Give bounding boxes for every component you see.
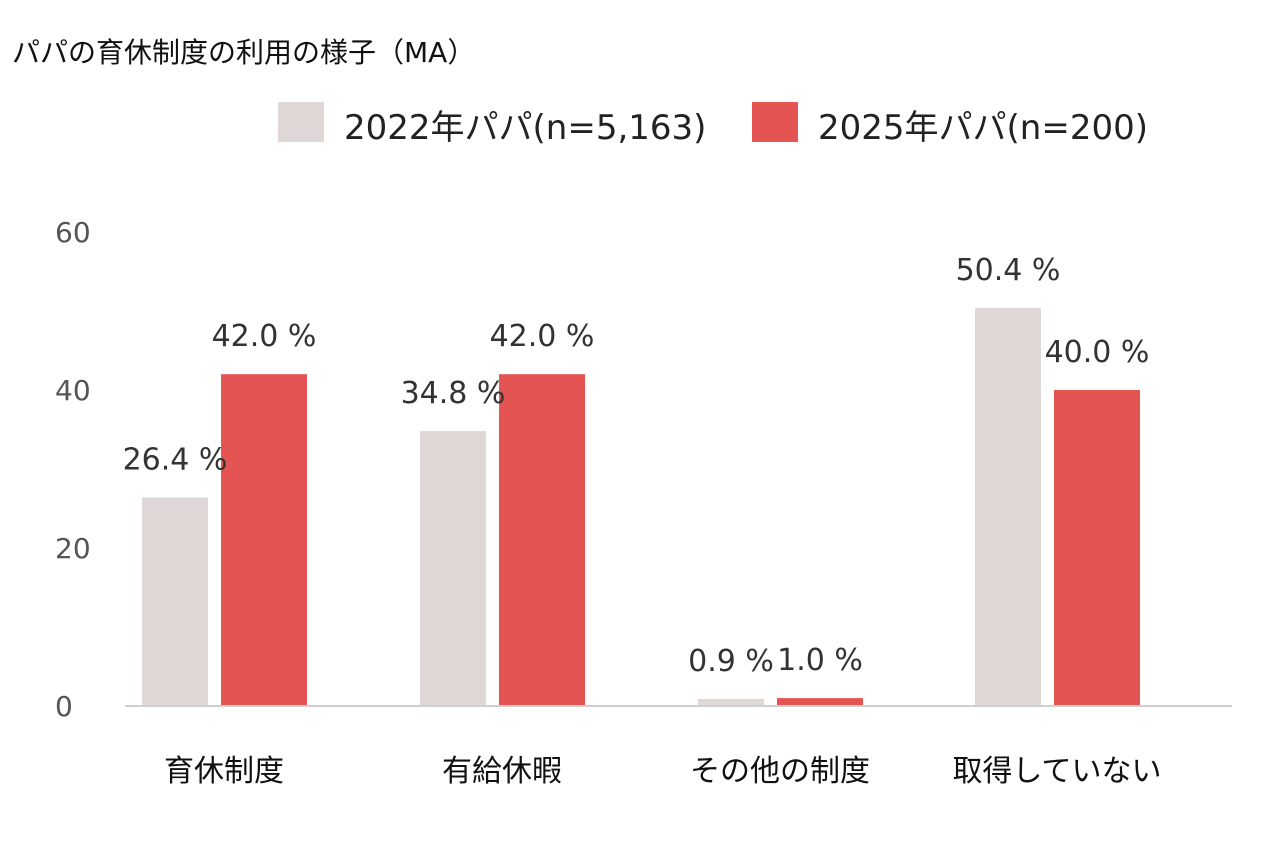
legend-swatch-2025 xyxy=(752,102,798,142)
data-label: 0.9 % xyxy=(688,644,774,679)
data-labels: 26.4 % 42.0 % 34.8 % 42.0 % 0.9 % 1.0 % 50.4 %… xyxy=(123,253,1150,679)
bar-2022-2 xyxy=(698,698,764,706)
y-tick-label: 60 xyxy=(55,216,91,249)
bar-2022-0 xyxy=(142,497,208,706)
legend-label-2025: 2025年パパ(n=200) xyxy=(818,108,1148,148)
x-axis: 育休制度 有給休暇 その他の制度 取得していない xyxy=(125,705,1232,789)
bar-2025-3 xyxy=(1054,390,1140,706)
legend-label-2022: 2022年パパ(n=5,163) xyxy=(344,108,706,148)
data-label: 26.4 % xyxy=(123,442,228,477)
bar-2025-0 xyxy=(221,374,307,706)
legend-swatch-2022 xyxy=(278,102,324,142)
category-label: 育休制度 xyxy=(164,754,284,789)
data-label: 50.4 % xyxy=(956,253,1061,288)
data-label: 1.0 % xyxy=(777,643,863,678)
category-label: 取得していない xyxy=(952,754,1161,789)
data-label: 40.0 % xyxy=(1045,335,1150,370)
y-axis: 0 20 40 60 xyxy=(55,216,91,723)
y-tick-label: 0 xyxy=(55,690,73,723)
legend: 2022年パパ(n=5,163) 2025年パパ(n=200) xyxy=(278,102,1148,148)
bar-2022-3 xyxy=(975,307,1041,706)
data-label: 42.0 % xyxy=(490,319,595,354)
category-label: 有給休暇 xyxy=(442,754,562,789)
chart-title: パパの育休制度の利用の様子（MA） xyxy=(12,36,475,69)
bar-2025-2 xyxy=(777,698,863,706)
bar-2022-1 xyxy=(420,431,486,706)
data-label: 42.0 % xyxy=(212,319,317,354)
data-label: 34.8 % xyxy=(401,376,506,411)
bar-2025-1 xyxy=(499,374,585,706)
category-label: その他の制度 xyxy=(690,754,870,789)
y-tick-label: 40 xyxy=(55,374,91,407)
y-tick-label: 20 xyxy=(55,532,91,565)
bars xyxy=(142,307,1140,706)
